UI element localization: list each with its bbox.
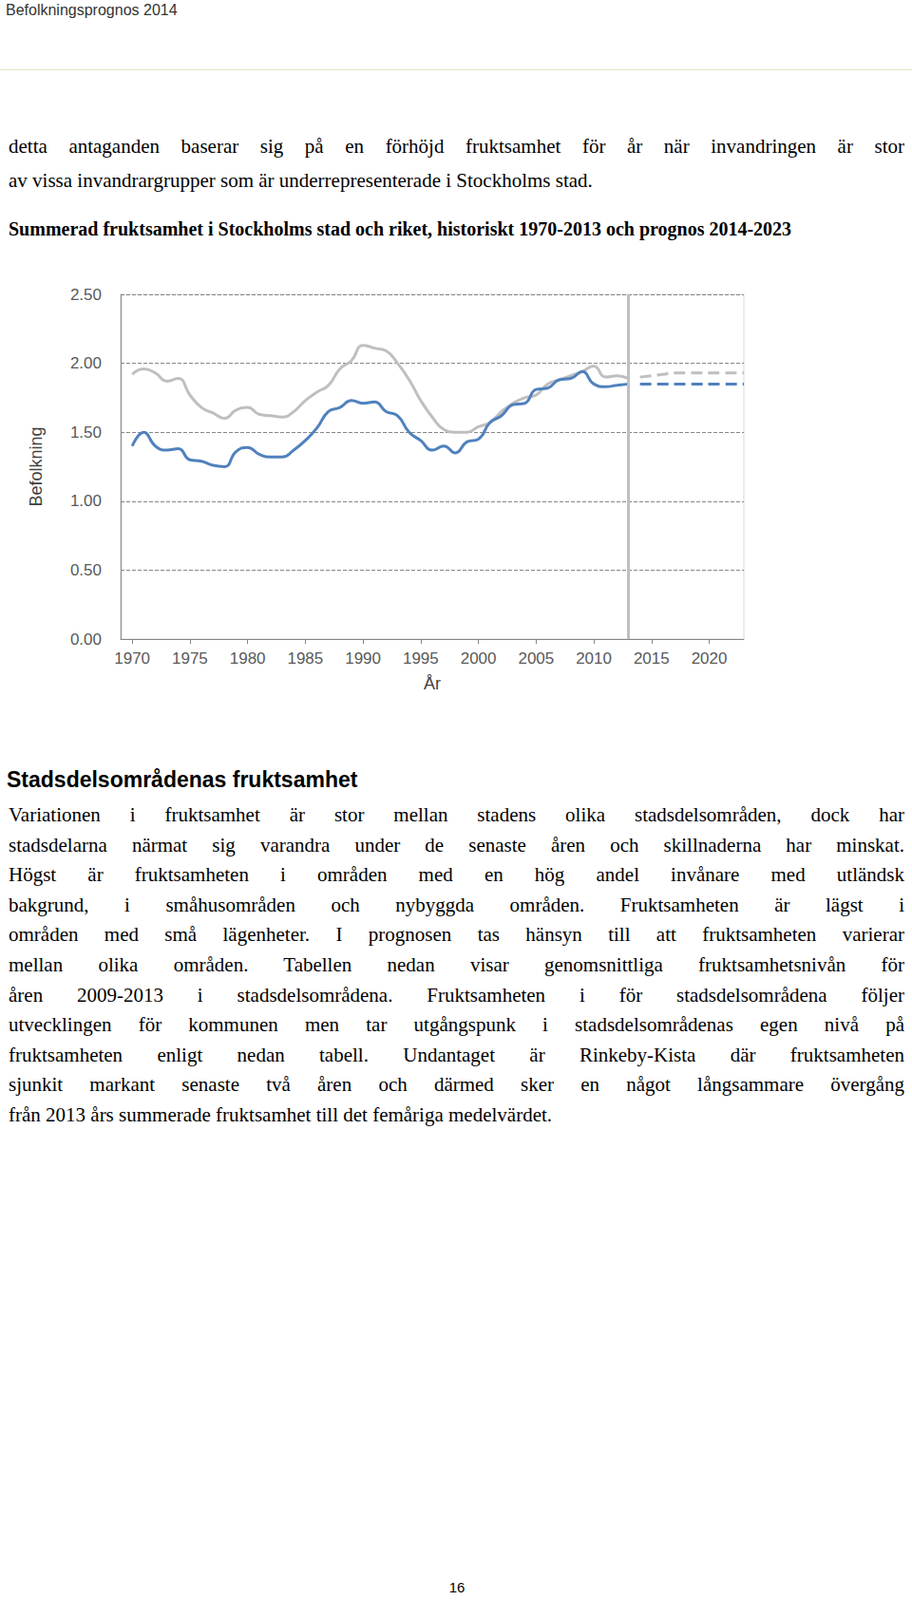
svg-text:1975: 1975 bbox=[171, 649, 209, 668]
html-text:sjunkit markant senaste två år: sjunkit markant senaste två åren och där… bbox=[8, 1073, 905, 1097]
html-text:16: 16 bbox=[449, 1579, 465, 1596]
svg-text:2.00: 2.00 bbox=[70, 354, 102, 373]
svg-text:1995: 1995 bbox=[402, 649, 439, 668]
svg-text:1970: 1970 bbox=[114, 649, 151, 668]
html-text:Variationen i fruktsamhet är s: Variationen i fruktsamhet är stor mellan… bbox=[8, 803, 905, 827]
svg-text:1990: 1990 bbox=[344, 649, 381, 668]
html-text:detta antaganden baserar sig p: detta antaganden baserar sig på en förhö… bbox=[8, 134, 905, 158]
svg-text:2015: 2015 bbox=[633, 649, 670, 668]
svg-text:År: År bbox=[423, 674, 441, 694]
svg-text:1.00: 1.00 bbox=[70, 492, 102, 511]
html-text:åren 2009-2013 i stadsdelsområ: åren 2009-2013 i stadsdelsområdena. Fruk… bbox=[8, 983, 905, 1007]
html-text:av vissa invandrargrupper som: av vissa invandrargrupper som är underre… bbox=[8, 169, 593, 192]
svg-text:1985: 1985 bbox=[286, 649, 323, 668]
html-text:utvecklingen för kommunen men: utvecklingen för kommunen men tar utgång… bbox=[8, 1013, 905, 1037]
svg-text:1.50: 1.50 bbox=[70, 423, 102, 442]
html-text:Högst är fruktsamheten i områd: Högst är fruktsamheten i områden med en … bbox=[8, 863, 905, 887]
svg-text:2000: 2000 bbox=[460, 649, 497, 668]
html-text:bakgrund, i småhusområden och: bakgrund, i småhusområden och nybyggda o… bbox=[8, 893, 905, 917]
html-text:fruktsamheten enligt nedan tab: fruktsamheten enligt nedan tabell. Undan… bbox=[8, 1043, 905, 1067]
svg-text:1980: 1980 bbox=[229, 649, 266, 668]
svg-text:0.50: 0.50 bbox=[70, 561, 102, 580]
html-text:från 2013 års summerade frukts: från 2013 års summerade fruktsamhet till… bbox=[8, 1103, 552, 1127]
svg-text:Befolkning: Befolkning bbox=[26, 426, 46, 507]
html-text:stadsdelarna närmat sig varand: stadsdelarna närmat sig varandra under d… bbox=[8, 833, 905, 857]
html-text:områden med små lägenheter. I: områden med små lägenheter. I prognosen … bbox=[8, 923, 905, 947]
svg-text:2010: 2010 bbox=[575, 649, 612, 668]
svg-text:0.00: 0.00 bbox=[70, 630, 102, 649]
svg-text:2.50: 2.50 bbox=[70, 285, 102, 304]
html-text:Summerad fruktsamhet i Stockho: Summerad fruktsamhet i Stockholms stad o… bbox=[8, 218, 792, 240]
svg-text:2020: 2020 bbox=[691, 649, 728, 668]
html-text:Stadsdelsområdenas fruktsamhet: Stadsdelsområdenas fruktsamhet bbox=[6, 767, 358, 793]
svg-text:2005: 2005 bbox=[517, 649, 554, 668]
html-text:Befolkningsprognos 2014: Befolkningsprognos 2014 bbox=[5, 1, 178, 19]
html-text:mellan olika områden. Tabellen: mellan olika områden. Tabellen nedan vis… bbox=[8, 953, 905, 977]
